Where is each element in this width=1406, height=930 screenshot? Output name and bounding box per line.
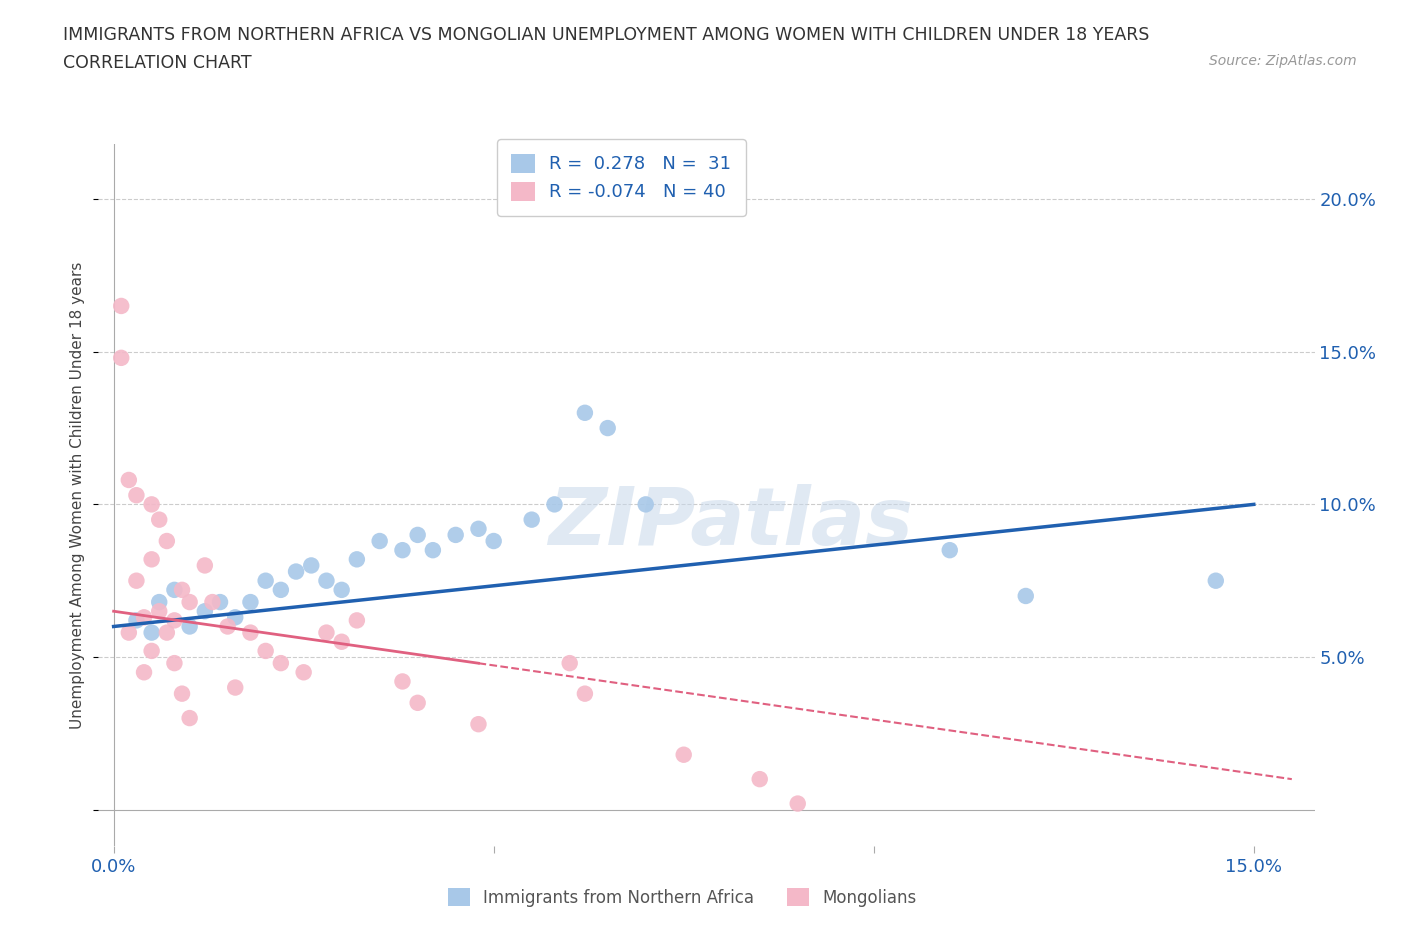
Point <box>672 748 695 763</box>
Point <box>292 665 315 680</box>
Point <box>346 551 368 566</box>
Point <box>285 565 308 579</box>
Point <box>482 534 505 549</box>
Point <box>1015 589 1038 604</box>
Point <box>194 558 217 573</box>
Point <box>110 351 132 365</box>
Point <box>239 625 262 640</box>
Point <box>179 711 201 725</box>
Text: CORRELATION CHART: CORRELATION CHART <box>63 54 252 72</box>
Point <box>118 472 141 487</box>
Point <box>224 610 246 625</box>
Point <box>786 796 808 811</box>
Point <box>406 696 429 711</box>
Point <box>330 634 353 649</box>
Point <box>163 582 186 597</box>
Point <box>194 604 217 618</box>
Point <box>179 594 201 609</box>
Point <box>574 405 596 420</box>
Point <box>125 613 148 628</box>
Point <box>141 497 163 512</box>
Y-axis label: Unemployment Among Women with Children Under 18 years: Unemployment Among Women with Children U… <box>70 261 86 729</box>
Point <box>391 674 413 689</box>
Point <box>543 497 565 512</box>
Point <box>346 613 368 628</box>
Point <box>163 613 186 628</box>
Point <box>170 582 193 597</box>
Point <box>422 543 444 558</box>
Point <box>467 717 489 732</box>
Point <box>1205 573 1227 588</box>
Point <box>391 543 413 558</box>
Point <box>254 644 277 658</box>
Point <box>148 512 170 527</box>
Legend: Immigrants from Northern Africa, Mongolians: Immigrants from Northern Africa, Mongoli… <box>440 880 925 915</box>
Point <box>110 299 132 313</box>
Point <box>444 527 467 542</box>
Point <box>209 594 232 609</box>
Point <box>368 534 391 549</box>
Point <box>315 625 337 640</box>
Point <box>170 686 193 701</box>
Point <box>315 573 337 588</box>
Point <box>132 610 155 625</box>
Point <box>254 573 277 588</box>
Point <box>270 656 292 671</box>
Point <box>467 522 489 537</box>
Point <box>163 656 186 671</box>
Point <box>156 534 179 549</box>
Point <box>118 625 141 640</box>
Point <box>596 420 619 435</box>
Point <box>330 582 353 597</box>
Point <box>132 665 155 680</box>
Point <box>179 619 201 634</box>
Point <box>520 512 543 527</box>
Point <box>574 686 596 701</box>
Point <box>141 625 163 640</box>
Point <box>558 656 581 671</box>
Point <box>148 604 170 618</box>
Point <box>939 543 962 558</box>
Point <box>156 625 179 640</box>
Point <box>239 594 262 609</box>
Point <box>634 497 657 512</box>
Text: Source: ZipAtlas.com: Source: ZipAtlas.com <box>1209 54 1357 68</box>
Point <box>201 594 224 609</box>
Point <box>141 644 163 658</box>
Point <box>406 527 429 542</box>
Point <box>125 488 148 503</box>
Point <box>141 551 163 566</box>
Text: ZIPatlas: ZIPatlas <box>548 485 914 563</box>
Point <box>148 594 170 609</box>
Text: IMMIGRANTS FROM NORTHERN AFRICA VS MONGOLIAN UNEMPLOYMENT AMONG WOMEN WITH CHILD: IMMIGRANTS FROM NORTHERN AFRICA VS MONGO… <box>63 26 1150 44</box>
Point <box>217 619 239 634</box>
Point <box>270 582 292 597</box>
Point <box>748 772 770 787</box>
Point <box>299 558 322 573</box>
Point <box>224 680 246 695</box>
Point <box>125 573 148 588</box>
